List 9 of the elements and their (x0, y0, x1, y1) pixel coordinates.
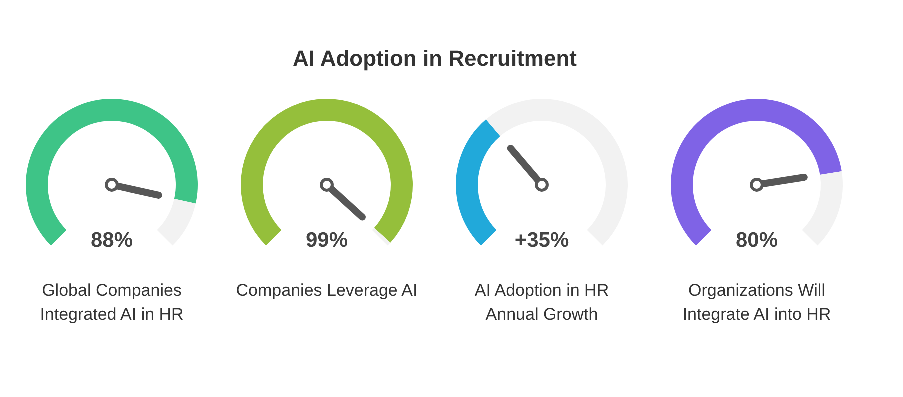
text: Global Companies Integrated AI in HR (40, 281, 184, 324)
text: +35% (514, 229, 570, 252)
text: Companies Leverage AI (236, 281, 418, 300)
text: 88% (90, 229, 134, 252)
text: Organizations Will Integrate AI into HR (682, 281, 832, 324)
text: AI Adoption in Recruitment (293, 46, 578, 71)
text: AI Adoption in HR Annual Growth (474, 281, 610, 324)
text: 80% (736, 229, 778, 252)
text: 99% (306, 229, 348, 252)
